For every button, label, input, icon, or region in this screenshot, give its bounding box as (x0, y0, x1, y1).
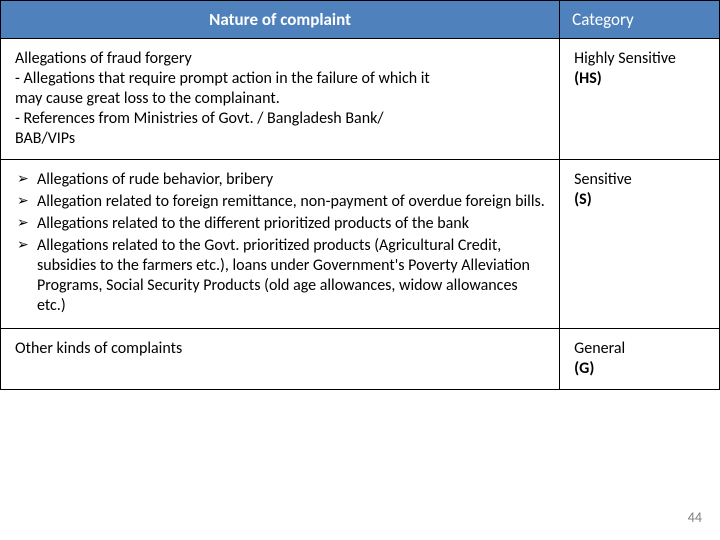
bullet-item: Allegations related to the Govt. priorit… (15, 236, 545, 316)
nature-text: - Allegations that require prompt action… (15, 69, 435, 109)
category-label: Highly Sensitive (574, 49, 705, 69)
bullet-item: Allegations related to the different pri… (15, 214, 545, 234)
category-cell: Highly Sensitive (HS) (560, 39, 720, 160)
table-row: Allegations of rude behavior, bribery Al… (1, 160, 720, 329)
header-nature: Nature of complaint (1, 1, 560, 39)
nature-cell: Allegations of rude behavior, bribery Al… (1, 160, 560, 329)
complaint-category-table: Nature of complaint Category Allegations… (0, 0, 720, 390)
category-code: (HS) (574, 69, 705, 89)
nature-text: - References from Ministries of Govt. / … (15, 109, 435, 149)
nature-cell: Other kinds of complaints (1, 329, 560, 390)
category-cell: Sensitive (S) (560, 160, 720, 329)
page-number: 44 (688, 509, 702, 526)
bullet-item: Allegations of rude behavior, bribery (15, 170, 545, 190)
header-category: Category (560, 1, 720, 39)
nature-text: Allegations of fraud forgery (15, 49, 545, 69)
nature-text: Other kinds of complaints (15, 339, 545, 359)
table-header-row: Nature of complaint Category (1, 1, 720, 39)
bullet-list: Allegations of rude behavior, bribery Al… (15, 170, 545, 316)
category-label: Sensitive (574, 170, 705, 190)
table-row: Allegations of fraud forgery - Allegatio… (1, 39, 720, 160)
category-cell: General (G) (560, 329, 720, 390)
table-row: Other kinds of complaints General (G) (1, 329, 720, 390)
category-label: General (574, 339, 705, 359)
category-code: (G) (574, 359, 705, 379)
bullet-item: Allegation related to foreign remittance… (15, 192, 545, 212)
category-code: (S) (574, 190, 705, 210)
nature-cell: Allegations of fraud forgery - Allegatio… (1, 39, 560, 160)
